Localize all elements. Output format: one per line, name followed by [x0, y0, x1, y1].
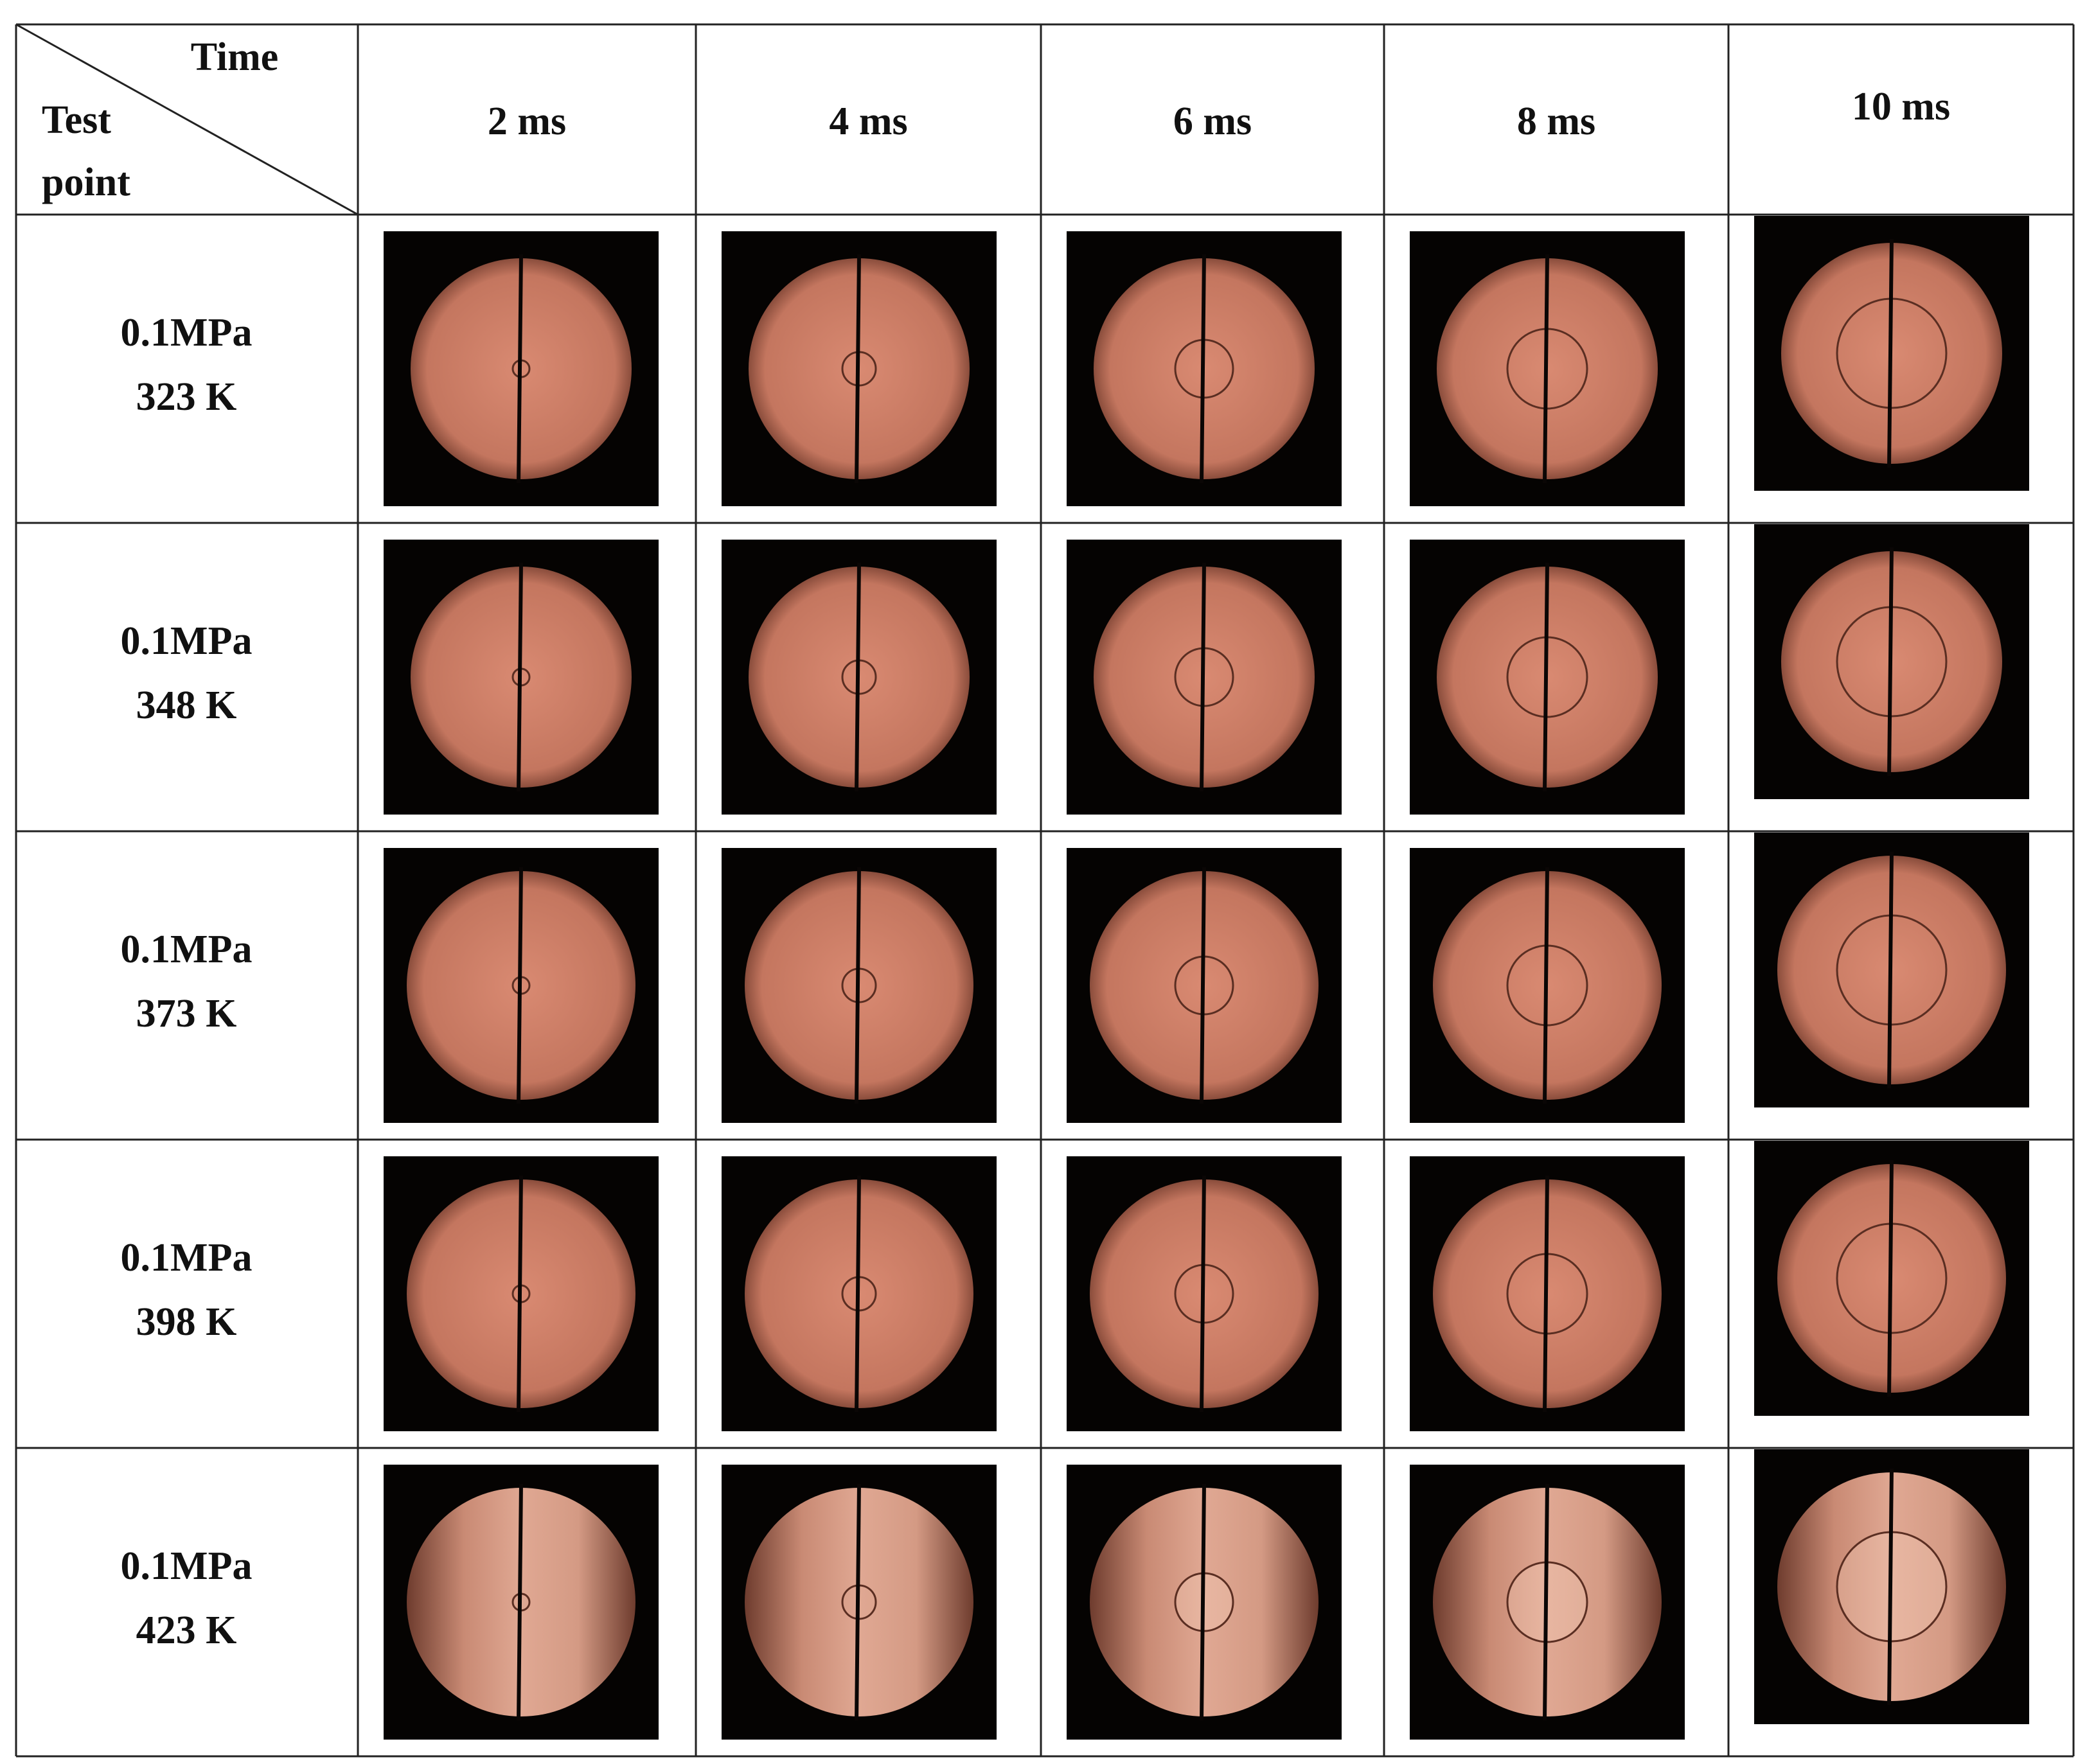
schlieren-image: [1410, 231, 1685, 506]
row-pressure: 0.1MPa: [121, 619, 253, 663]
schlieren-image: [722, 540, 997, 815]
row-temperature: 373 K: [136, 992, 237, 1036]
corner-bottom: Test: [42, 98, 111, 142]
column-header: 6 ms: [1173, 100, 1252, 143]
electrode: [1543, 562, 1549, 792]
electrode: [1543, 867, 1549, 1104]
schlieren-image: [1754, 524, 2029, 799]
schlieren-image: [384, 231, 659, 506]
electrode: [1887, 238, 1894, 468]
electrode: [517, 562, 523, 792]
column-header: 10 ms: [1852, 85, 1950, 128]
electrode: [1887, 1468, 1894, 1706]
schlieren-image: [1067, 540, 1342, 815]
row-temperature: 398 K: [136, 1300, 237, 1344]
schlieren-image: [1754, 1141, 2029, 1416]
electrode: [1887, 547, 1894, 777]
schlieren-image: [1410, 1156, 1685, 1431]
electrode: [1200, 1175, 1206, 1413]
electrode: [1887, 851, 1894, 1089]
electrode: [1887, 1160, 1894, 1397]
schlieren-image: [384, 1156, 659, 1431]
corner-bottom: point: [42, 161, 130, 204]
electrode: [517, 1175, 523, 1413]
electrode: [1200, 867, 1206, 1104]
corner-top: Time: [191, 35, 279, 79]
row-temperature: 423 K: [136, 1609, 237, 1652]
schlieren-image: [384, 540, 659, 815]
schlieren-image: [1754, 216, 2029, 491]
electrode: [1200, 562, 1206, 792]
column-header: 2 ms: [488, 100, 566, 143]
electrode: [1200, 254, 1206, 484]
row-temperature: 323 K: [136, 375, 237, 419]
electrode: [1543, 254, 1549, 484]
schlieren-image: [384, 848, 659, 1123]
row-pressure: 0.1MPa: [121, 928, 253, 971]
schlieren-image: [722, 1465, 997, 1740]
electrode: [517, 254, 523, 484]
electrode: [517, 867, 523, 1104]
row-pressure: 0.1MPa: [121, 1544, 253, 1588]
schlieren-image: [1754, 1449, 2029, 1724]
column-header: 8 ms: [1517, 100, 1595, 143]
row-pressure: 0.1MPa: [121, 311, 253, 355]
row-temperature: 348 K: [136, 684, 237, 727]
electrode: [855, 1483, 861, 1721]
schlieren-image: [1067, 231, 1342, 506]
schlieren-image: [1067, 848, 1342, 1123]
electrode: [855, 867, 861, 1104]
schlieren-image: [1410, 1465, 1685, 1740]
corner-diagonal: [15, 23, 359, 216]
electrode: [1543, 1175, 1549, 1413]
electrode: [1200, 1483, 1206, 1721]
electrode: [855, 1175, 861, 1413]
schlieren-image: [722, 848, 997, 1123]
electrode: [855, 254, 861, 484]
electrode: [1543, 1483, 1549, 1721]
schlieren-image: [1410, 848, 1685, 1123]
schlieren-image: [1410, 540, 1685, 815]
electrode: [517, 1483, 523, 1721]
schlieren-image: [722, 231, 997, 506]
schlieren-image: [1754, 833, 2029, 1107]
electrode: [855, 562, 861, 792]
schlieren-image: [722, 1156, 997, 1431]
schlieren-image: [384, 1465, 659, 1740]
schlieren-image: [1067, 1465, 1342, 1740]
schlieren-image: [1067, 1156, 1342, 1431]
column-header: 4 ms: [829, 100, 907, 143]
row-pressure: 0.1MPa: [121, 1236, 253, 1280]
